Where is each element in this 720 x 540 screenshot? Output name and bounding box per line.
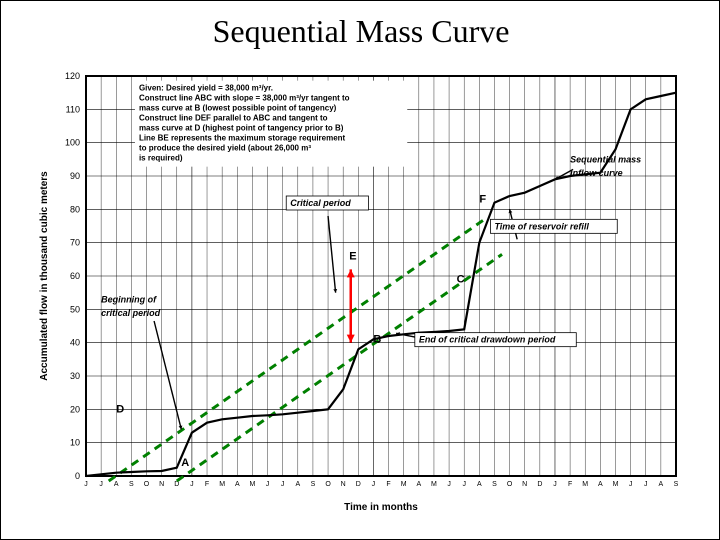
svg-text:30: 30	[70, 371, 80, 381]
svg-text:J: J	[553, 481, 557, 488]
given-line: Given: Desired yield = 38,000 m³/yr.	[139, 84, 273, 93]
svg-text:M: M	[431, 481, 437, 488]
svg-text:J: J	[629, 481, 633, 488]
svg-text:80: 80	[70, 204, 80, 214]
svg-text:110: 110	[66, 104, 80, 114]
annotation-text: End of critical drawdown period	[419, 335, 556, 345]
svg-text:F: F	[568, 481, 572, 488]
svg-text:O: O	[144, 481, 150, 488]
svg-text:O: O	[507, 481, 513, 488]
svg-text:D: D	[537, 481, 542, 488]
svg-text:A: A	[416, 481, 421, 488]
svg-text:D: D	[356, 481, 361, 488]
svg-text:70: 70	[70, 238, 80, 248]
svg-text:N: N	[522, 481, 527, 488]
point-label-d: D	[116, 404, 124, 416]
point-label-f: F	[479, 194, 486, 206]
svg-text:A: A	[598, 481, 603, 488]
svg-text:A: A	[477, 481, 482, 488]
point-label-b: B	[373, 334, 381, 346]
annotation-text: Time of reservoir refill	[494, 221, 589, 231]
svg-text:S: S	[674, 481, 679, 488]
svg-text:D: D	[174, 481, 179, 488]
given-line: Construct line DEF parallel to ABC and t…	[139, 114, 328, 123]
svg-text:J: J	[190, 481, 194, 488]
svg-text:A: A	[114, 481, 119, 488]
annotation-text: inflow curve	[570, 168, 623, 178]
svg-text:A: A	[659, 481, 664, 488]
annotation-text: critical period	[101, 308, 161, 318]
svg-text:S: S	[129, 481, 134, 488]
svg-text:J: J	[99, 481, 103, 488]
svg-text:10: 10	[70, 438, 80, 448]
svg-text:N: N	[159, 481, 164, 488]
svg-text:A: A	[235, 481, 240, 488]
svg-text:J: J	[266, 481, 270, 488]
svg-text:M: M	[219, 481, 225, 488]
x-axis-label: Time in months	[344, 502, 418, 513]
svg-text:40: 40	[70, 338, 80, 348]
svg-text:0: 0	[75, 471, 80, 481]
svg-text:50: 50	[70, 304, 80, 314]
svg-text:N: N	[341, 481, 346, 488]
given-line: to produce the desired yield (about 26,0…	[139, 144, 311, 153]
point-label-e: E	[349, 250, 356, 262]
svg-text:100: 100	[65, 138, 80, 148]
given-line: Construct line ABC with slope = 38,000 m…	[139, 94, 350, 103]
y-axis-label: Accumulated flow in thousand cubic meter…	[39, 171, 50, 381]
svg-text:M: M	[249, 481, 255, 488]
svg-text:J: J	[84, 481, 88, 488]
point-label-c: C	[457, 274, 465, 286]
annotation-text: Sequential mass	[570, 155, 641, 165]
given-line: is required)	[139, 154, 183, 163]
svg-text:S: S	[492, 481, 497, 488]
svg-text:J: J	[447, 481, 451, 488]
slide: Sequential Mass Curve J J A S O N D J F M A M J J A S O N…	[0, 0, 720, 540]
svg-text:O: O	[325, 481, 331, 488]
svg-text:F: F	[386, 481, 390, 488]
given-line: mass curve at D (highest point of tangen…	[139, 124, 344, 133]
given-line: Line BE represents the maximum storage r…	[139, 134, 346, 143]
svg-text:A: A	[295, 481, 300, 488]
svg-text:M: M	[613, 481, 619, 488]
annotation-text: Critical period	[290, 198, 351, 208]
svg-text:20: 20	[70, 404, 80, 414]
svg-text:S: S	[311, 481, 316, 488]
slide-title: Sequential Mass Curve	[1, 13, 720, 50]
annotation-text: Beginning of	[101, 295, 157, 305]
svg-text:J: J	[462, 481, 466, 488]
svg-text:J: J	[644, 481, 648, 488]
svg-text:J: J	[372, 481, 376, 488]
svg-text:M: M	[401, 481, 407, 488]
svg-text:M: M	[582, 481, 588, 488]
svg-text:90: 90	[70, 171, 80, 181]
svg-text:J: J	[281, 481, 285, 488]
given-line: mass curve at B (lowest possible point o…	[139, 104, 337, 113]
svg-text:60: 60	[70, 271, 80, 281]
mass-curve-chart: J J A S O N D J F M A M J J A S O N D J F M A M J J A S O N D J F M A M J J A S…	[31, 66, 691, 516]
point-label-a: A	[181, 457, 189, 469]
svg-text:120: 120	[65, 71, 80, 81]
slide-title-text: Sequential Mass Curve	[213, 13, 510, 49]
svg-text:F: F	[205, 481, 209, 488]
